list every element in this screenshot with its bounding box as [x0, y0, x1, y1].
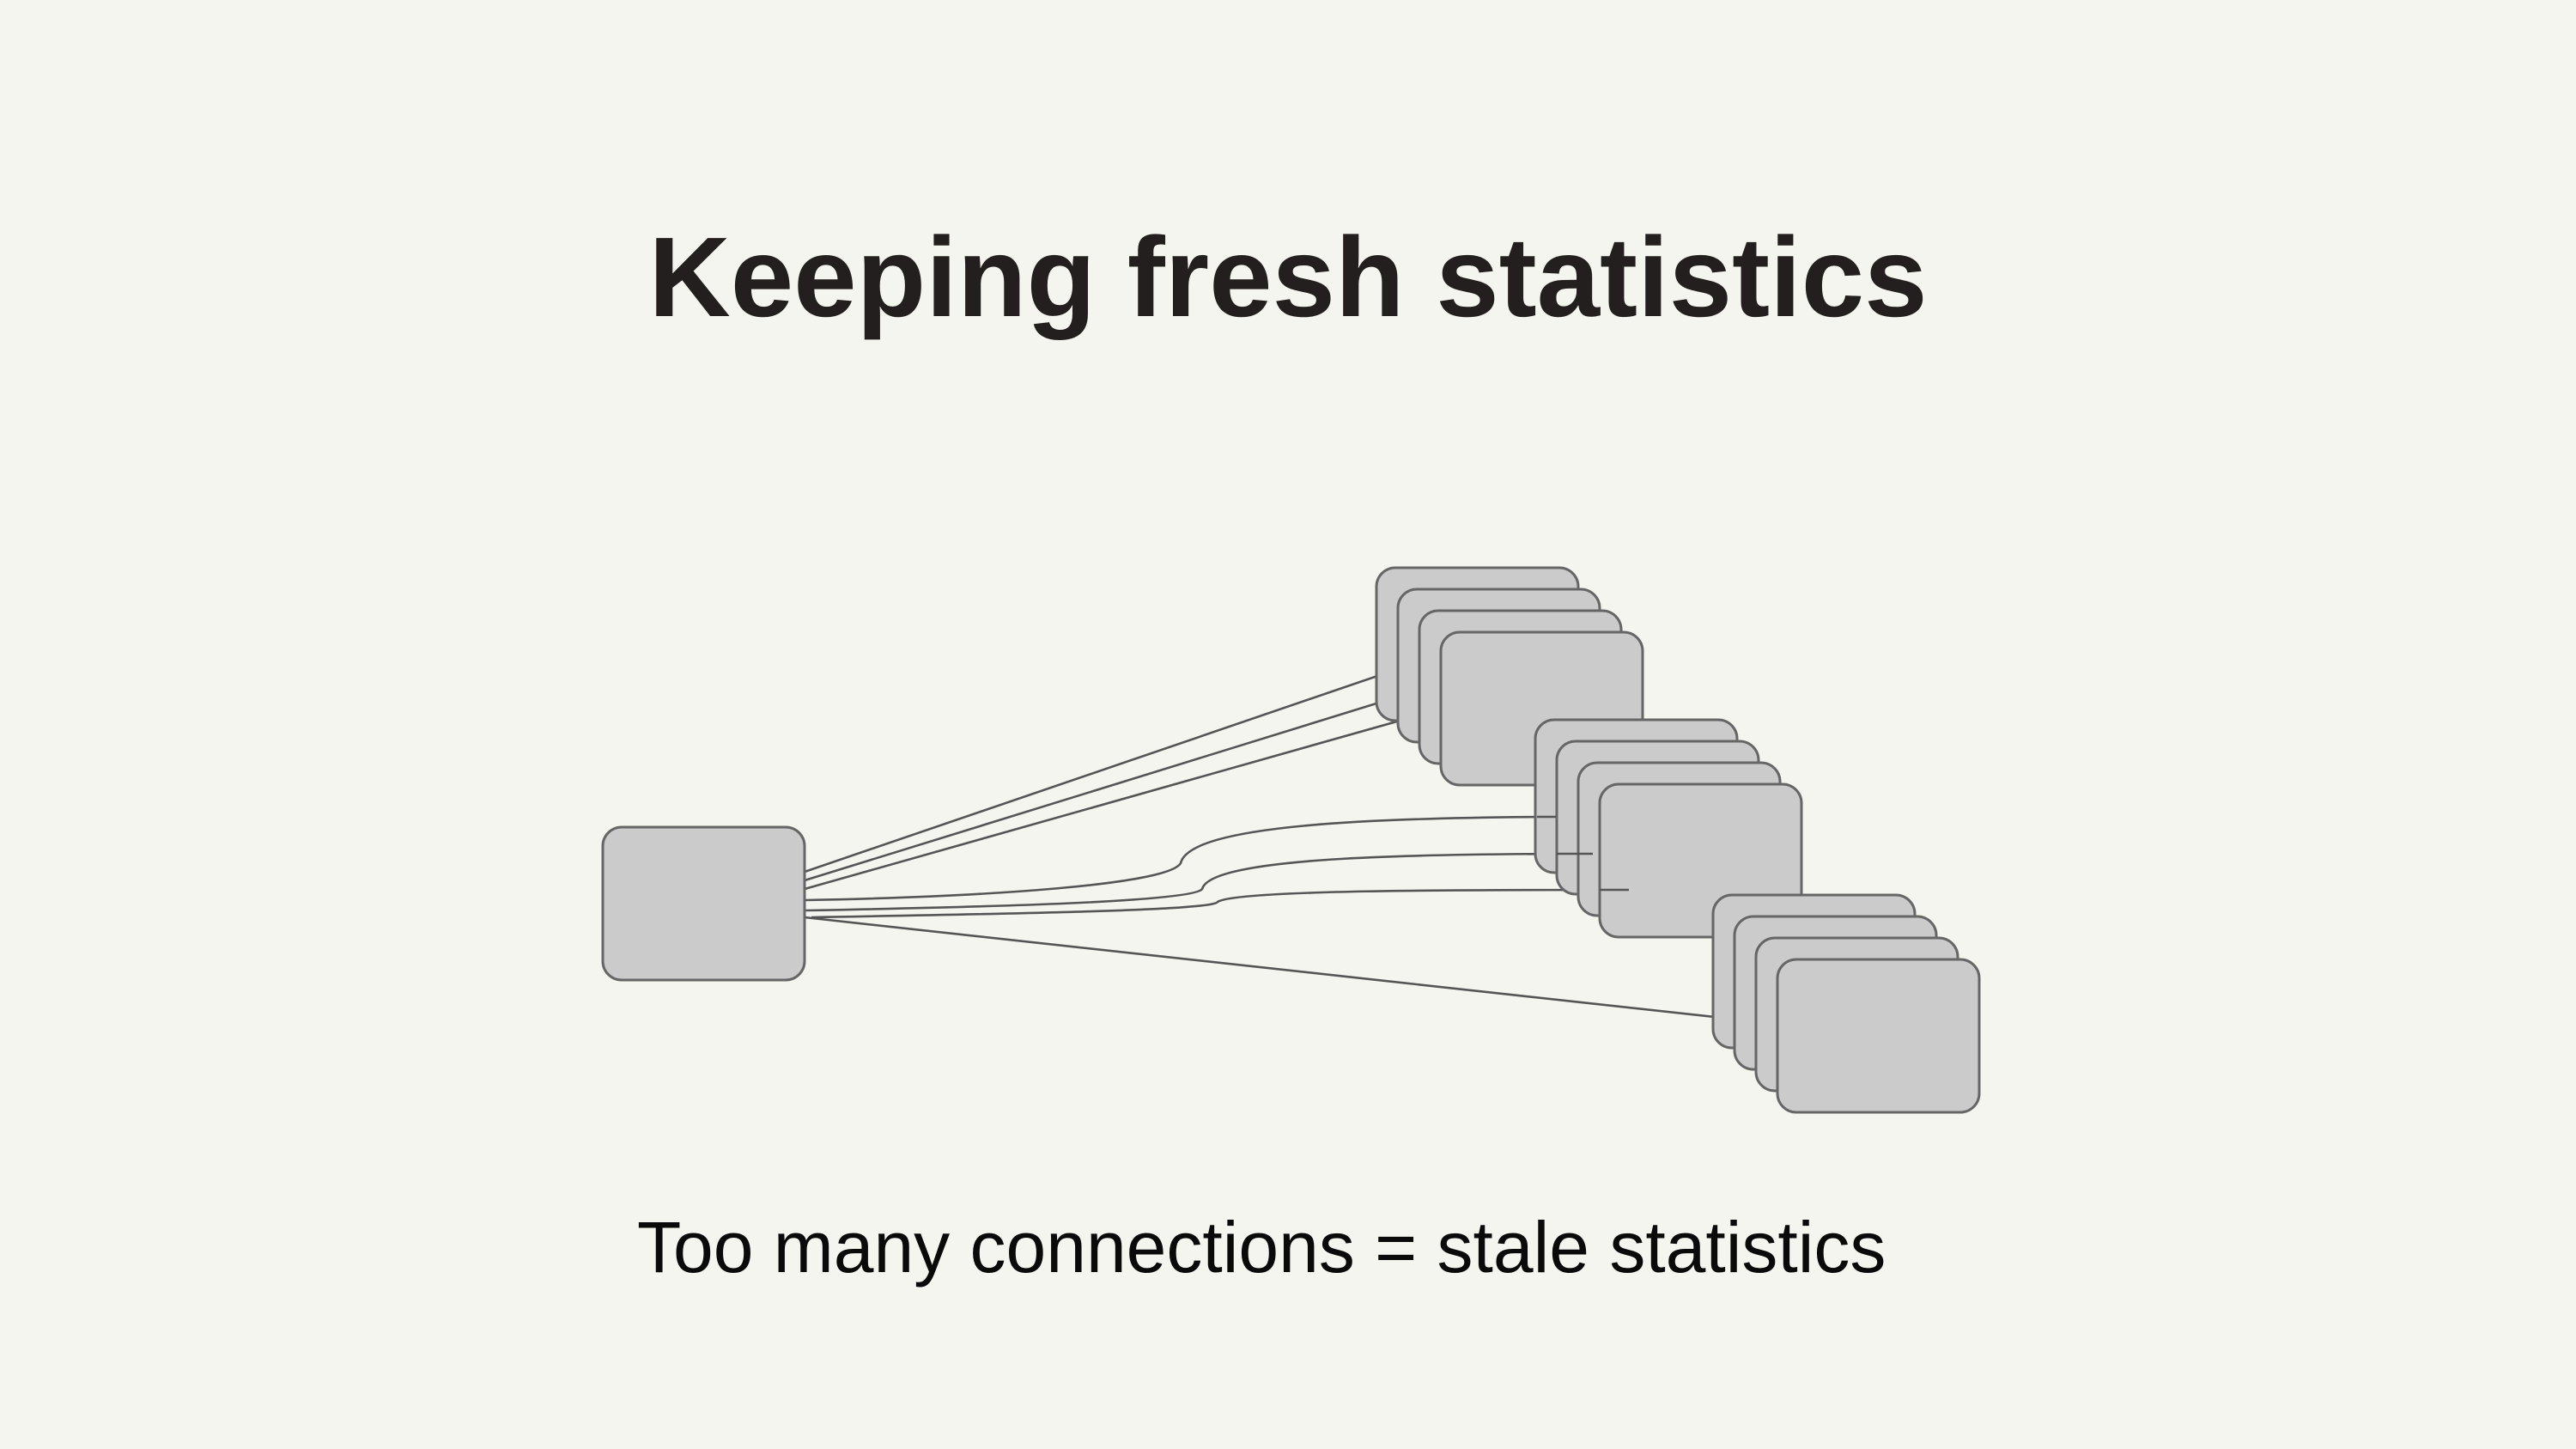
connection-line-middle-2 [804, 852, 1594, 912]
connection-line-top-1 [804, 673, 1383, 874]
slide-title: Keeping fresh statistics [648, 214, 1928, 340]
connection-line-middle-3 [811, 888, 1630, 919]
target-group-middle [1534, 718, 1803, 939]
connection-lines [804, 673, 1778, 1026]
connection-line-middle-1 [804, 815, 1557, 902]
source-node [601, 825, 806, 982]
bottom-stack-box-4 [1776, 958, 1981, 1114]
target-group-bottom [1711, 893, 1981, 1114]
connection-line-top-3 [804, 713, 1422, 891]
slide-caption: Too many connections = stale statistics [637, 1207, 1886, 1288]
connection-line-top-2 [804, 694, 1402, 882]
middle-line-tails [1537, 815, 1629, 892]
target-group-top [1375, 566, 1644, 787]
connection-line-bottom-1 [804, 916, 1778, 1026]
